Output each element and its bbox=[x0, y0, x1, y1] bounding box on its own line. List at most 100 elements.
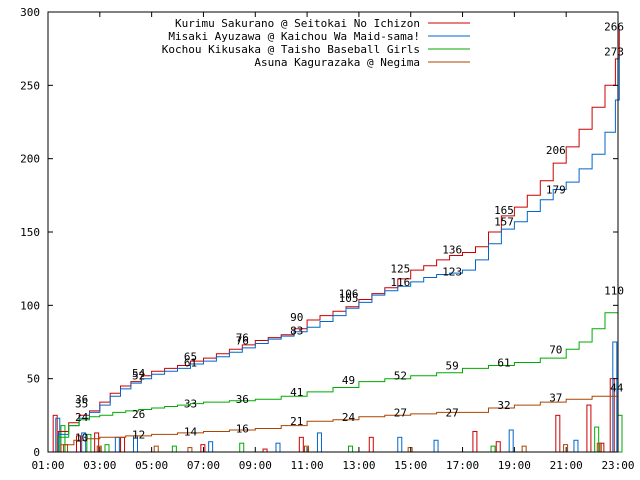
bar bbox=[316, 432, 322, 453]
data-label: 52 bbox=[132, 370, 145, 383]
bar bbox=[52, 414, 58, 453]
x-tick-label: 01:00 bbox=[31, 459, 64, 472]
data-label: 273 bbox=[604, 46, 624, 59]
bar bbox=[521, 445, 527, 453]
data-label: 136 bbox=[442, 244, 462, 257]
x-tick-label: 05:00 bbox=[135, 459, 168, 472]
series-line bbox=[48, 56, 620, 453]
data-label: 65 bbox=[184, 351, 197, 364]
data-label: 32 bbox=[497, 399, 510, 412]
plot-frame bbox=[47, 11, 619, 453]
data-label: 54 bbox=[132, 367, 146, 380]
bar bbox=[208, 441, 214, 453]
data-label: 76 bbox=[236, 335, 249, 348]
data-label: 37 bbox=[549, 392, 562, 405]
data-label: 26 bbox=[132, 408, 145, 421]
bar bbox=[55, 417, 61, 453]
x-tick-label: 21:00 bbox=[550, 459, 583, 472]
axes-layer: 0 50 100 150 200 250 300 01:00 03:00 05:00 07:00 09… bbox=[20, 6, 634, 472]
data-label: 14 bbox=[184, 425, 198, 438]
x-tick-label: 13:00 bbox=[342, 459, 375, 472]
data-label: 33 bbox=[184, 398, 197, 411]
data-label: 49 bbox=[342, 374, 355, 387]
data-label: 61 bbox=[497, 357, 510, 370]
bar bbox=[187, 447, 193, 453]
x-tick-label: 03:00 bbox=[83, 459, 116, 472]
series-line bbox=[48, 290, 619, 453]
data-label: 76 bbox=[236, 332, 249, 345]
bar bbox=[599, 442, 605, 453]
data-label: 83 bbox=[290, 324, 303, 337]
bar bbox=[407, 447, 413, 453]
bar bbox=[153, 445, 159, 453]
bar bbox=[555, 414, 561, 453]
data-label: 27 bbox=[394, 406, 407, 419]
bar bbox=[104, 444, 110, 453]
lines-layer bbox=[48, 29, 620, 453]
data-label: 105 bbox=[339, 292, 359, 305]
bar bbox=[397, 436, 403, 453]
data-label: 41 bbox=[290, 386, 303, 399]
data-label: 12 bbox=[132, 428, 145, 441]
data-label: 123 bbox=[442, 266, 462, 279]
bar bbox=[275, 442, 281, 453]
annotations-layer: 2662731104436352410545226126561331476763… bbox=[75, 21, 624, 445]
bar bbox=[171, 445, 177, 453]
series-line bbox=[48, 29, 620, 453]
bar bbox=[60, 425, 66, 453]
bar bbox=[594, 426, 600, 453]
bar bbox=[239, 442, 245, 453]
x-tick-label: 17:00 bbox=[446, 459, 479, 472]
bar bbox=[120, 436, 126, 453]
data-label: 24 bbox=[342, 411, 356, 424]
bar bbox=[596, 442, 602, 453]
bar bbox=[200, 444, 206, 453]
x-tick-label: 11:00 bbox=[291, 459, 324, 472]
data-label: 16 bbox=[236, 423, 249, 436]
bar bbox=[508, 429, 514, 453]
y-tick-label: 300 bbox=[20, 6, 40, 19]
y-tick-label: 150 bbox=[20, 226, 40, 239]
data-label: 21 bbox=[290, 415, 303, 428]
legend-label: Asuna Kagurazaka @ Negima bbox=[254, 56, 420, 69]
data-label: 70 bbox=[549, 343, 562, 356]
bar bbox=[617, 414, 623, 453]
data-label: 116 bbox=[390, 276, 410, 289]
bar bbox=[433, 439, 439, 453]
x-tick-label: 07:00 bbox=[187, 459, 220, 472]
data-label: 165 bbox=[494, 204, 514, 217]
x-tick-label: 19:00 bbox=[498, 459, 531, 472]
data-label: 59 bbox=[446, 359, 459, 372]
legend-label: Kochou Kikusaka @ Taisho Baseball Girls bbox=[162, 43, 420, 56]
data-label: 206 bbox=[546, 144, 566, 157]
bar bbox=[114, 436, 120, 453]
data-label: 125 bbox=[390, 263, 410, 276]
legend-label: Misaki Ayuzawa @ Kaichou Wa Maid-sama! bbox=[168, 30, 420, 43]
y-tick-label: 250 bbox=[20, 79, 40, 92]
bar bbox=[304, 445, 309, 453]
data-label: 179 bbox=[546, 183, 566, 196]
bar bbox=[612, 341, 618, 453]
bar bbox=[368, 436, 374, 453]
data-label: 110 bbox=[604, 285, 624, 298]
bar bbox=[495, 441, 501, 453]
data-label: 36 bbox=[236, 393, 249, 406]
data-label: 10 bbox=[75, 431, 88, 444]
x-tick-label: 23:00 bbox=[601, 459, 634, 472]
data-label: 35 bbox=[75, 398, 88, 411]
data-label: 27 bbox=[446, 406, 459, 419]
y-tick-label: 200 bbox=[20, 153, 40, 166]
data-label: 24 bbox=[75, 411, 89, 424]
bar bbox=[298, 436, 304, 453]
y-tick-label: 50 bbox=[27, 373, 40, 386]
data-label: 44 bbox=[610, 381, 624, 394]
y-tick-label: 100 bbox=[20, 299, 40, 312]
series-line bbox=[48, 390, 619, 453]
bar bbox=[573, 439, 579, 453]
data-label: 61 bbox=[184, 357, 197, 370]
bar bbox=[63, 444, 69, 453]
bar bbox=[563, 444, 569, 453]
x-tick-label: 09:00 bbox=[239, 459, 272, 472]
bar bbox=[96, 445, 102, 453]
